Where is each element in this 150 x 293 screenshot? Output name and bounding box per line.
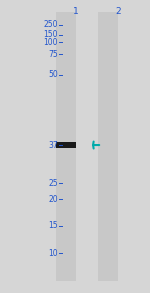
Text: 2: 2	[115, 7, 121, 16]
Text: 20: 20	[48, 195, 58, 204]
Text: 10: 10	[48, 249, 58, 258]
Text: 37: 37	[48, 141, 58, 149]
Text: 100: 100	[43, 38, 58, 47]
Text: 150: 150	[43, 30, 58, 39]
Text: 50: 50	[48, 70, 58, 79]
Bar	[56, 142, 76, 148]
Text: 15: 15	[48, 221, 58, 230]
Text: 250: 250	[43, 21, 58, 29]
Text: 1: 1	[73, 7, 79, 16]
Text: 75: 75	[48, 50, 58, 59]
Bar	[56, 12, 76, 281]
Bar	[98, 12, 118, 281]
Text: 25: 25	[48, 179, 58, 188]
